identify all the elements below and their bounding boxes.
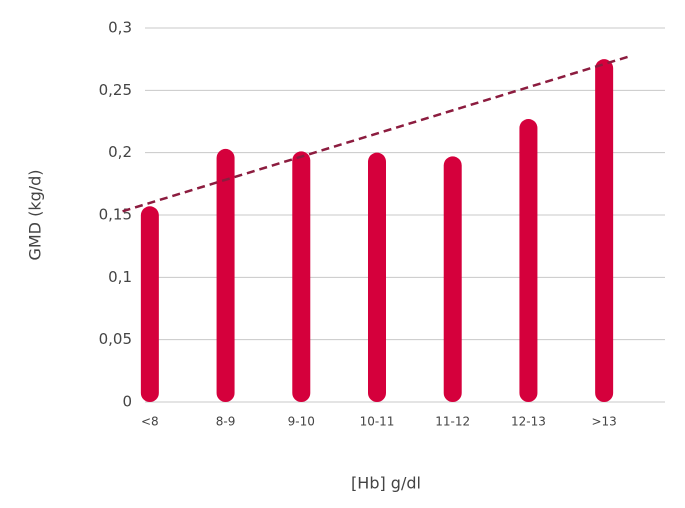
y-tick-label: 0,1 — [108, 268, 132, 286]
y-tick-label: 0 — [122, 393, 132, 411]
y-tick-label: 0,2 — [108, 143, 132, 161]
bar — [140, 206, 159, 402]
x-tick-label: 9-10 — [288, 415, 315, 429]
y-axis-title: GMD (kg/d) — [26, 169, 45, 260]
y-tick-label: 0,05 — [99, 330, 132, 348]
bar — [443, 156, 462, 402]
x-tick-label: 8-9 — [216, 415, 236, 429]
x-tick-label: 11-12 — [435, 415, 470, 429]
bar — [368, 152, 386, 402]
y-tick-label: 0,15 — [99, 206, 132, 224]
bar — [292, 151, 311, 402]
x-tick-label: <8 — [141, 415, 159, 429]
y-tick-label: 0,3 — [108, 19, 132, 37]
x-tick-label: >13 — [591, 415, 616, 429]
bar — [595, 59, 614, 403]
bar — [216, 148, 235, 402]
trendline — [122, 55, 629, 213]
x-tick-label: 12-13 — [511, 415, 546, 429]
x-axis-title: [Hb] g/dl — [351, 474, 421, 493]
x-tick-label: 10-11 — [360, 415, 395, 429]
y-tick-label: 0,25 — [99, 81, 132, 99]
bar — [519, 119, 538, 403]
